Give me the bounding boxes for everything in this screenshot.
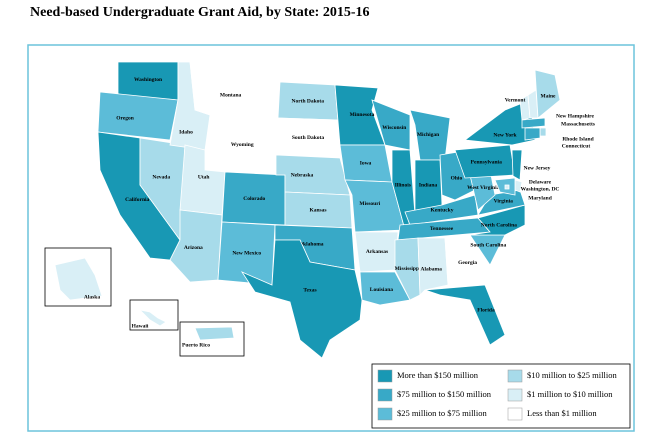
legend-swatch xyxy=(507,369,523,383)
state-label: Georgia xyxy=(458,260,477,266)
state-label: Massachusetts xyxy=(561,121,595,127)
legend-swatch xyxy=(507,407,523,421)
state xyxy=(534,69,561,119)
state-label: Oklahoma xyxy=(299,241,324,247)
state xyxy=(54,257,103,301)
state-label: North Carolina xyxy=(481,222,517,228)
state xyxy=(189,61,281,119)
state-label: Wisconsin xyxy=(382,125,406,131)
state xyxy=(504,184,510,190)
state-label: New York xyxy=(493,132,517,138)
state-label: Delaware xyxy=(529,179,552,185)
state-label: Wyoming xyxy=(231,142,254,148)
state-label: Rhode Island xyxy=(562,136,593,142)
legend-swatch xyxy=(377,369,393,383)
state xyxy=(394,237,421,301)
legend-label: $75 million to $150 million xyxy=(397,389,492,399)
legend: More than $150 million $75 million to $15… xyxy=(377,369,617,421)
state-label: California xyxy=(125,197,149,203)
state-label: Oregon xyxy=(116,115,134,121)
state xyxy=(194,326,235,341)
state-label: Kentucky xyxy=(431,208,454,214)
state-label: Florida xyxy=(477,307,495,313)
state-label: Tennessee xyxy=(430,226,454,232)
state-label: Mississippi xyxy=(395,266,421,272)
legend-swatch xyxy=(377,388,393,402)
legend-label: Less than $1 million xyxy=(527,408,597,418)
legend-label: More than $150 million xyxy=(397,370,479,380)
title: Need-based Undergraduate Grant Aid, by S… xyxy=(30,5,370,20)
state-label: Ohio xyxy=(451,175,463,181)
legend-box xyxy=(371,363,631,429)
state-label: Pennsylvania xyxy=(471,159,502,165)
state-label: West Virginia xyxy=(467,185,499,191)
state-label: Arkansas xyxy=(366,249,388,255)
state-label: Nevada xyxy=(152,174,170,180)
state xyxy=(521,117,546,129)
state xyxy=(169,209,223,283)
state-label: Colorado xyxy=(243,196,265,202)
state-label: Utah xyxy=(198,174,210,180)
state xyxy=(524,127,541,141)
state-label: Hawaii xyxy=(132,323,149,329)
state-label: Iowa xyxy=(360,160,372,166)
legend-label: $25 million to $75 million xyxy=(397,408,487,418)
puerto-rico-inset xyxy=(179,321,245,357)
state xyxy=(97,91,179,141)
state-label: Minnesota xyxy=(350,112,375,118)
state-label: Montana xyxy=(220,92,242,98)
state-label: New Mexico xyxy=(232,250,261,256)
state-label: Alabama xyxy=(421,266,443,272)
state-label: Maine xyxy=(541,93,557,99)
state-label: Alaska xyxy=(84,294,100,300)
state-label: Virginia xyxy=(494,199,514,205)
legend-swatch xyxy=(377,407,393,421)
state xyxy=(444,234,491,286)
state-label: Michigan xyxy=(417,132,439,138)
states: Washington Oregon California Nevada Idaho Mon… xyxy=(54,61,595,359)
legend-label: $10 million to $25 million xyxy=(527,370,617,380)
legend-swatch xyxy=(507,388,523,402)
state-label: Idaho xyxy=(179,129,193,135)
state xyxy=(539,127,547,137)
state-label: Louisiana xyxy=(370,287,393,293)
state-label: Texas xyxy=(303,287,316,293)
state-label: North Dakota xyxy=(291,99,324,105)
state-label: South Dakota xyxy=(292,135,324,141)
state-label: Arizona xyxy=(184,245,203,251)
hawaii-inset xyxy=(129,299,179,331)
state-label: South Carolina xyxy=(470,242,506,248)
state xyxy=(240,239,363,359)
state-label: Maryland xyxy=(528,195,552,201)
state xyxy=(417,237,449,296)
state-label: Puerto Rico xyxy=(182,342,210,348)
state-label: Indiana xyxy=(419,182,438,188)
legend-label: $1 million to $10 million xyxy=(527,389,613,399)
state-label: Vermont xyxy=(505,97,526,103)
state xyxy=(138,309,167,327)
state-label: New Hampshire xyxy=(556,113,594,119)
state-label: Illinois xyxy=(395,183,411,189)
state-label: Washington, DC xyxy=(521,186,560,192)
state xyxy=(424,284,506,346)
state-label: Kansas xyxy=(309,207,326,213)
state xyxy=(359,271,411,306)
state-label: Washington xyxy=(134,77,162,83)
state-label: Nebraska xyxy=(291,172,314,178)
map-frame xyxy=(27,44,635,432)
state-label: Connecticut xyxy=(562,143,591,149)
state-label: Missouri xyxy=(359,201,380,207)
state xyxy=(511,149,523,181)
alaska-inset xyxy=(44,247,112,307)
state xyxy=(344,179,406,233)
state-label: New Jersey xyxy=(524,165,551,171)
